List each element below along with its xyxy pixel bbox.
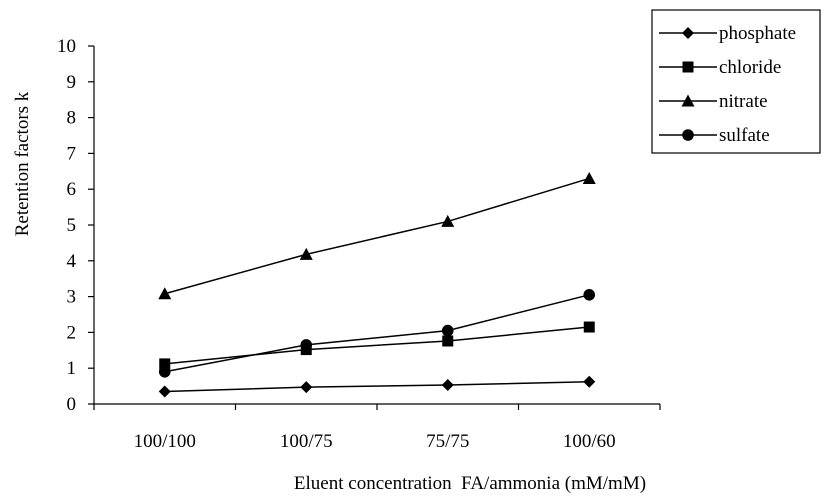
y-tick-label: 0: [67, 394, 77, 415]
x-tick-label: 100/60: [563, 431, 616, 452]
data-point-phosphate: [583, 375, 596, 388]
data-point-nitrate: [582, 171, 596, 184]
legend-label: sulfate: [719, 125, 770, 146]
y-tick-label: 1: [67, 358, 77, 379]
legend-marker-sulfate: [682, 129, 694, 141]
x-axis: 100/100 100/75 75/75 100/60: [93, 403, 661, 452]
legend-item-phosphate: phosphate: [659, 23, 796, 44]
data-point-chloride: [442, 335, 454, 347]
data-point-chloride: [159, 358, 171, 370]
series-phosphate: [158, 375, 596, 398]
legend-label: nitrate: [719, 91, 768, 112]
legend: phosphate chloride nitrate sulfate: [651, 9, 821, 154]
x-tick-label: 100/100: [134, 431, 196, 452]
data-point-phosphate: [441, 379, 454, 392]
y-tick-label: 9: [67, 72, 77, 93]
data-point-nitrate: [441, 214, 455, 227]
y-tick-label: 6: [67, 179, 77, 200]
data-point-phosphate: [300, 381, 313, 394]
x-axis-title: Eluent concentration FA/ammonia (mM/mM): [294, 473, 646, 494]
x-tick-label: 75/75: [426, 431, 469, 452]
legend-item-nitrate: nitrate: [659, 91, 768, 112]
data-point-phosphate: [158, 385, 171, 398]
y-axis: 0 1 2 3 4 5 6 7 8 9 10: [57, 36, 95, 415]
data-point-sulfate: [583, 289, 596, 301]
legend-label: phosphate: [719, 23, 796, 44]
series-layer: [158, 171, 596, 398]
data-point-sulfate: [158, 365, 171, 378]
series-line-sulfate: [164, 294, 590, 373]
y-axis-title: Retention factors k: [12, 91, 33, 236]
legend-box: [651, 9, 821, 154]
y-tick-label: 5: [67, 215, 77, 236]
y-tick-label: 2: [67, 322, 77, 343]
legend-marker-nitrate: [681, 94, 695, 107]
series-nitrate: [158, 171, 596, 300]
legend-marker-phosphate: [682, 27, 694, 39]
series-line-chloride: [164, 326, 590, 365]
legend-marker-chloride: [682, 61, 694, 73]
data-point-sulfate: [441, 324, 454, 337]
series-chloride: [159, 321, 595, 370]
y-tick-label: 4: [67, 251, 77, 272]
y-tick-label: 10: [57, 36, 76, 57]
data-point-sulfate: [300, 339, 313, 351]
data-point-chloride: [583, 321, 595, 333]
data-point-nitrate: [299, 247, 313, 260]
legend-label: chloride: [719, 57, 781, 78]
x-tick-label: 100/75: [280, 431, 333, 452]
series-line-nitrate: [164, 177, 590, 295]
series-line-phosphate: [164, 381, 590, 393]
y-tick-label: 3: [67, 287, 77, 308]
y-tick-label: 7: [67, 143, 77, 164]
legend-item-chloride: chloride: [659, 57, 781, 78]
data-point-nitrate: [158, 287, 172, 300]
series-sulfate: [158, 289, 596, 378]
legend-item-sulfate: sulfate: [659, 125, 770, 146]
y-tick-label: 8: [67, 108, 77, 129]
